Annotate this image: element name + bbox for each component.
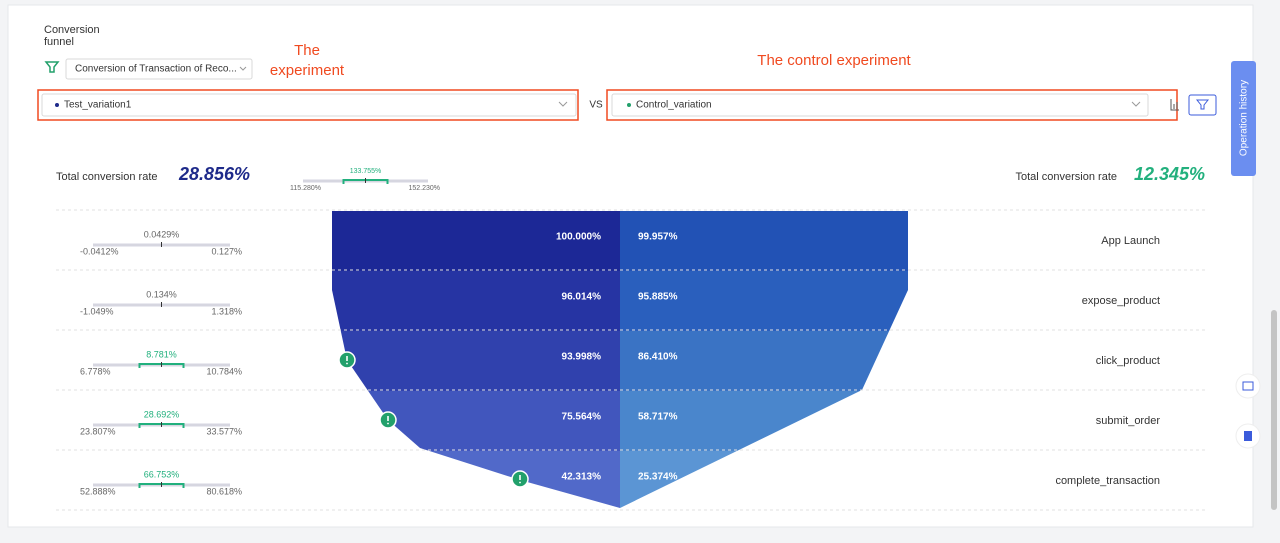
chevron <box>558 101 568 107</box>
interval-low-label: 6.778% <box>80 366 111 376</box>
significance-dot <box>387 422 389 425</box>
experiment-select[interactable] <box>41 93 577 117</box>
icon <box>1244 431 1252 441</box>
interval-high-label: 0.127% <box>211 246 242 256</box>
summary-label: Total conversion rate <box>1016 171 1118 183</box>
annotation: The experiment <box>270 42 345 79</box>
title-line: Conversion funnel <box>44 24 100 48</box>
side-tab-text: Operation history <box>1239 80 1250 156</box>
experiment-rate: 42.313% <box>562 472 602 483</box>
experiment-rate: 96.014% <box>562 292 602 303</box>
scrollbar[interactable] <box>1271 310 1277 510</box>
interval-mid-label: 66.753% <box>144 469 180 479</box>
interval-high-label: 1.318% <box>211 306 242 316</box>
funnel-select-text: Conversion of Transaction of Reco... <box>75 64 237 75</box>
interval-low-label: 115.280% <box>290 185 321 192</box>
control-rate: 95.885% <box>638 292 678 303</box>
funnel-left <box>332 271 620 331</box>
step-name: submit_order <box>1096 415 1161 427</box>
interval-low-label: 23.807% <box>80 426 116 436</box>
control-rate: 58.717% <box>638 412 678 423</box>
funnel-icon <box>44 61 60 73</box>
chevron <box>1131 101 1141 107</box>
interval-low-label: 52.888% <box>80 486 116 496</box>
interval-high-label: 80.618% <box>206 486 242 496</box>
control-select[interactable] <box>611 93 1149 117</box>
dot <box>627 103 631 107</box>
funnel-right <box>620 271 908 331</box>
interval-mid-label: 28.692% <box>144 409 180 419</box>
funnel-left <box>332 211 620 271</box>
funnel-right <box>620 331 908 391</box>
interval-mid-label: 8.781% <box>146 349 177 359</box>
experiment-rate: 100.000% <box>556 232 601 243</box>
interval-high-label: 152.230% <box>408 185 440 192</box>
step-name: click_product <box>1096 355 1160 367</box>
filter-icon <box>1195 99 1210 110</box>
interval-mid-label: 133.755% <box>350 168 382 175</box>
significance-dot <box>346 362 348 365</box>
highlight-box <box>37 89 579 121</box>
filter-button[interactable] <box>1188 94 1217 116</box>
tool-button[interactable] <box>1235 373 1261 399</box>
interval-mid-label: 0.0429% <box>144 229 180 239</box>
control-rate: 25.374% <box>638 472 678 483</box>
experiment-name: Test_variation1 <box>64 100 132 111</box>
summary-label: Total conversion rate <box>56 171 158 183</box>
summary-rate: 12.345% <box>1134 164 1205 184</box>
step-name: expose_product <box>1082 295 1160 307</box>
side-tab[interactable] <box>1231 61 1256 176</box>
experiment-rate: 93.998% <box>562 352 602 363</box>
experiment-rate: 75.564% <box>562 412 602 423</box>
funnel-select[interactable] <box>65 58 253 80</box>
control-rate: 86.410% <box>638 352 678 363</box>
control-name: Control_variation <box>636 100 712 111</box>
step-name: complete_transaction <box>1055 475 1160 487</box>
chart-icon[interactable] <box>1170 99 1179 111</box>
interval-mid-label: 0.134% <box>146 289 177 299</box>
funnel-right <box>620 211 908 271</box>
annotation: The control experiment <box>757 52 911 69</box>
interval-high-label: 10.784% <box>206 366 242 376</box>
interval-low-label: -1.049% <box>80 306 114 316</box>
dot <box>55 103 59 107</box>
summary-rate: 28.856% <box>178 164 250 184</box>
chevron <box>239 66 247 71</box>
icon <box>1242 381 1254 391</box>
funnel-left <box>332 331 620 391</box>
step-name: App Launch <box>1101 235 1160 247</box>
interval-high-label: 33.577% <box>206 426 242 436</box>
control-rate: 99.957% <box>638 232 678 243</box>
interval-low-label: -0.0412% <box>80 246 119 256</box>
vs: VS <box>589 100 603 111</box>
significance-dot <box>519 481 521 484</box>
